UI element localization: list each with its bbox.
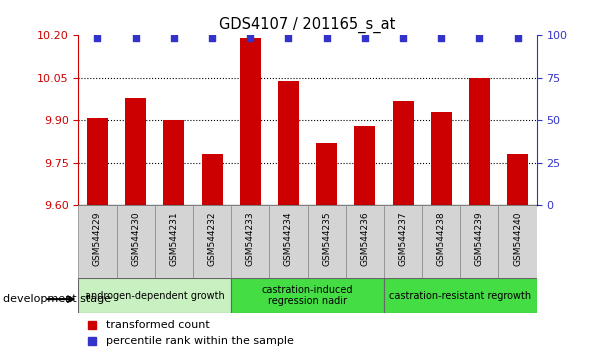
Text: GSM544234: GSM544234 [284,211,293,266]
Bar [460,205,499,278]
Text: GSM544231: GSM544231 [169,211,178,266]
Point [475,35,484,41]
Bar [87,118,108,205]
Bar [163,120,185,205]
Text: GSM544238: GSM544238 [437,211,446,266]
Bar [116,205,155,278]
Bar [270,205,308,278]
Bar [422,205,460,278]
Text: GSM544240: GSM544240 [513,211,522,266]
Text: transformed count: transformed count [106,320,210,330]
Text: percentile rank within the sample: percentile rank within the sample [106,336,294,346]
Text: androgen-dependent growth: androgen-dependent growth [85,291,225,301]
Point [207,35,217,41]
Bar [355,126,375,205]
Bar [231,278,384,313]
Text: GSM544233: GSM544233 [246,211,254,266]
Bar [308,205,346,278]
Text: GSM544235: GSM544235 [322,211,331,266]
Bar [316,143,337,205]
Bar [393,101,414,205]
Bar [201,154,223,205]
Bar [78,278,231,313]
Bar [240,38,260,205]
Bar [231,205,270,278]
Text: castration-resistant regrowth: castration-resistant regrowth [389,291,531,301]
Point [360,35,370,41]
Bar [155,205,193,278]
Title: GDS4107 / 201165_s_at: GDS4107 / 201165_s_at [219,16,396,33]
Bar [125,98,146,205]
Text: GSM544230: GSM544230 [131,211,140,266]
Point [513,35,522,41]
Text: GSM544236: GSM544236 [361,211,369,266]
Point [322,35,332,41]
Bar [78,205,116,278]
Point [169,35,178,41]
Bar [384,278,537,313]
Point [283,35,293,41]
Text: GSM544229: GSM544229 [93,211,102,266]
Point [245,35,255,41]
Text: GSM544239: GSM544239 [475,211,484,266]
Text: GSM544232: GSM544232 [207,211,216,266]
Bar [431,112,452,205]
Bar [469,78,490,205]
Point [93,35,103,41]
Bar [507,154,528,205]
Bar [384,205,422,278]
Point [398,35,408,41]
Text: development stage: development stage [3,294,111,304]
Bar [346,205,384,278]
Point [437,35,446,41]
Bar [278,81,299,205]
Point [131,35,140,41]
Bar [193,205,231,278]
Text: castration-induced
regression nadir: castration-induced regression nadir [262,285,353,307]
Text: GSM544237: GSM544237 [399,211,408,266]
Bar [499,205,537,278]
